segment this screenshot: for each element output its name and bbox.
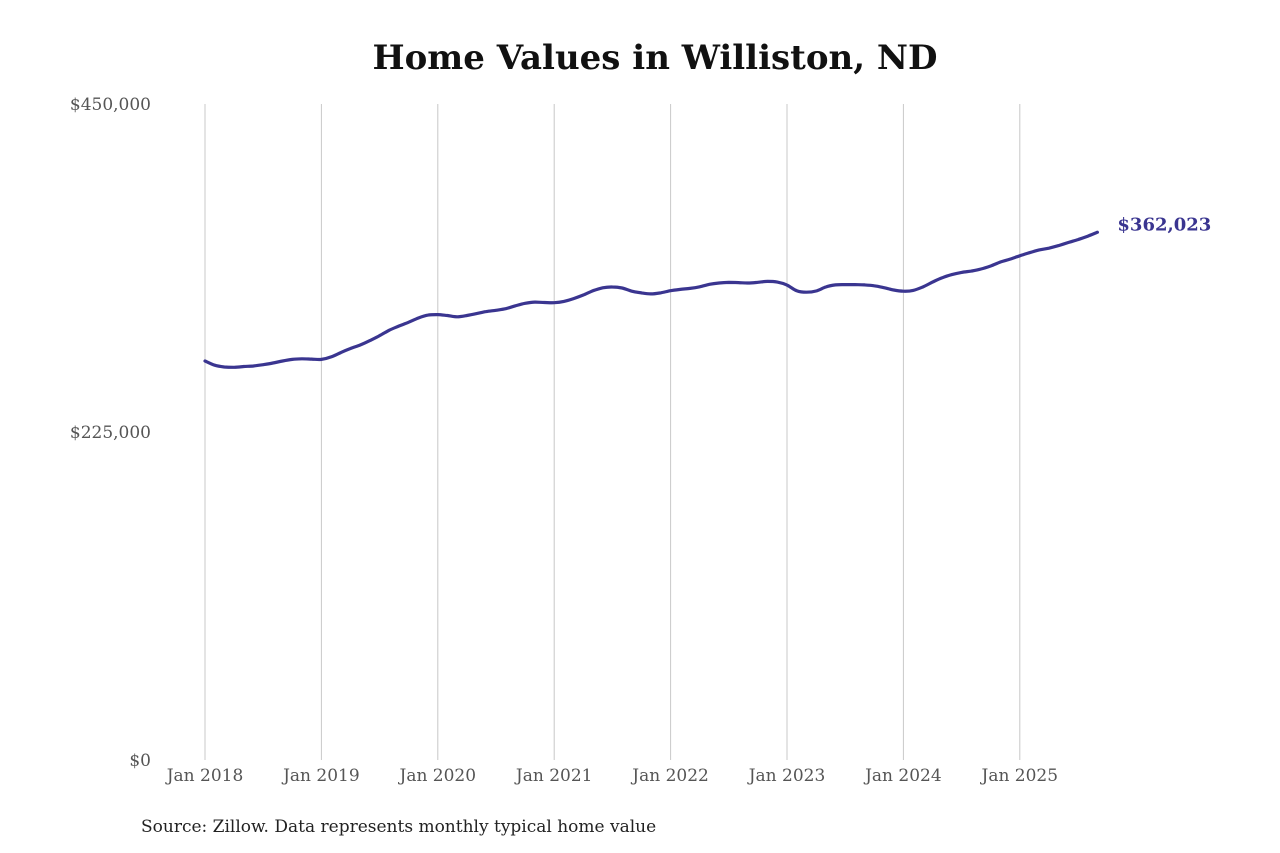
x-tick-label: Jan 2022 (630, 766, 709, 786)
x-tick-label: Jan 2025 (980, 766, 1059, 786)
y-tick-label: $450,000 (70, 95, 151, 115)
source-note: Source: Zillow. Data represents monthly … (141, 817, 657, 837)
x-tick-label: Jan 2021 (514, 766, 593, 786)
x-axis-labels: Jan 2018 Jan 2019 Jan 2020 Jan 2021 Jan 2022… (165, 766, 1058, 786)
x-tick-label: Jan 2024 (863, 766, 942, 786)
x-tick-label: Jan 2018 (165, 766, 244, 786)
x-tick-label: Jan 2023 (747, 766, 826, 786)
end-value-label: $362,023 (1117, 214, 1211, 235)
y-tick-label: $225,000 (70, 423, 151, 443)
x-tick-label: Jan 2020 (398, 766, 477, 786)
vertical-gridlines (204, 104, 1021, 760)
x-tick-label: Jan 2019 (281, 766, 360, 786)
home-value-line (203, 230, 1099, 369)
y-tick-label: $0 (129, 751, 151, 771)
chart-title: Home Values in Williston, ND (372, 38, 938, 78)
y-axis-labels: $0 $225,000 $450,000 (70, 95, 151, 771)
